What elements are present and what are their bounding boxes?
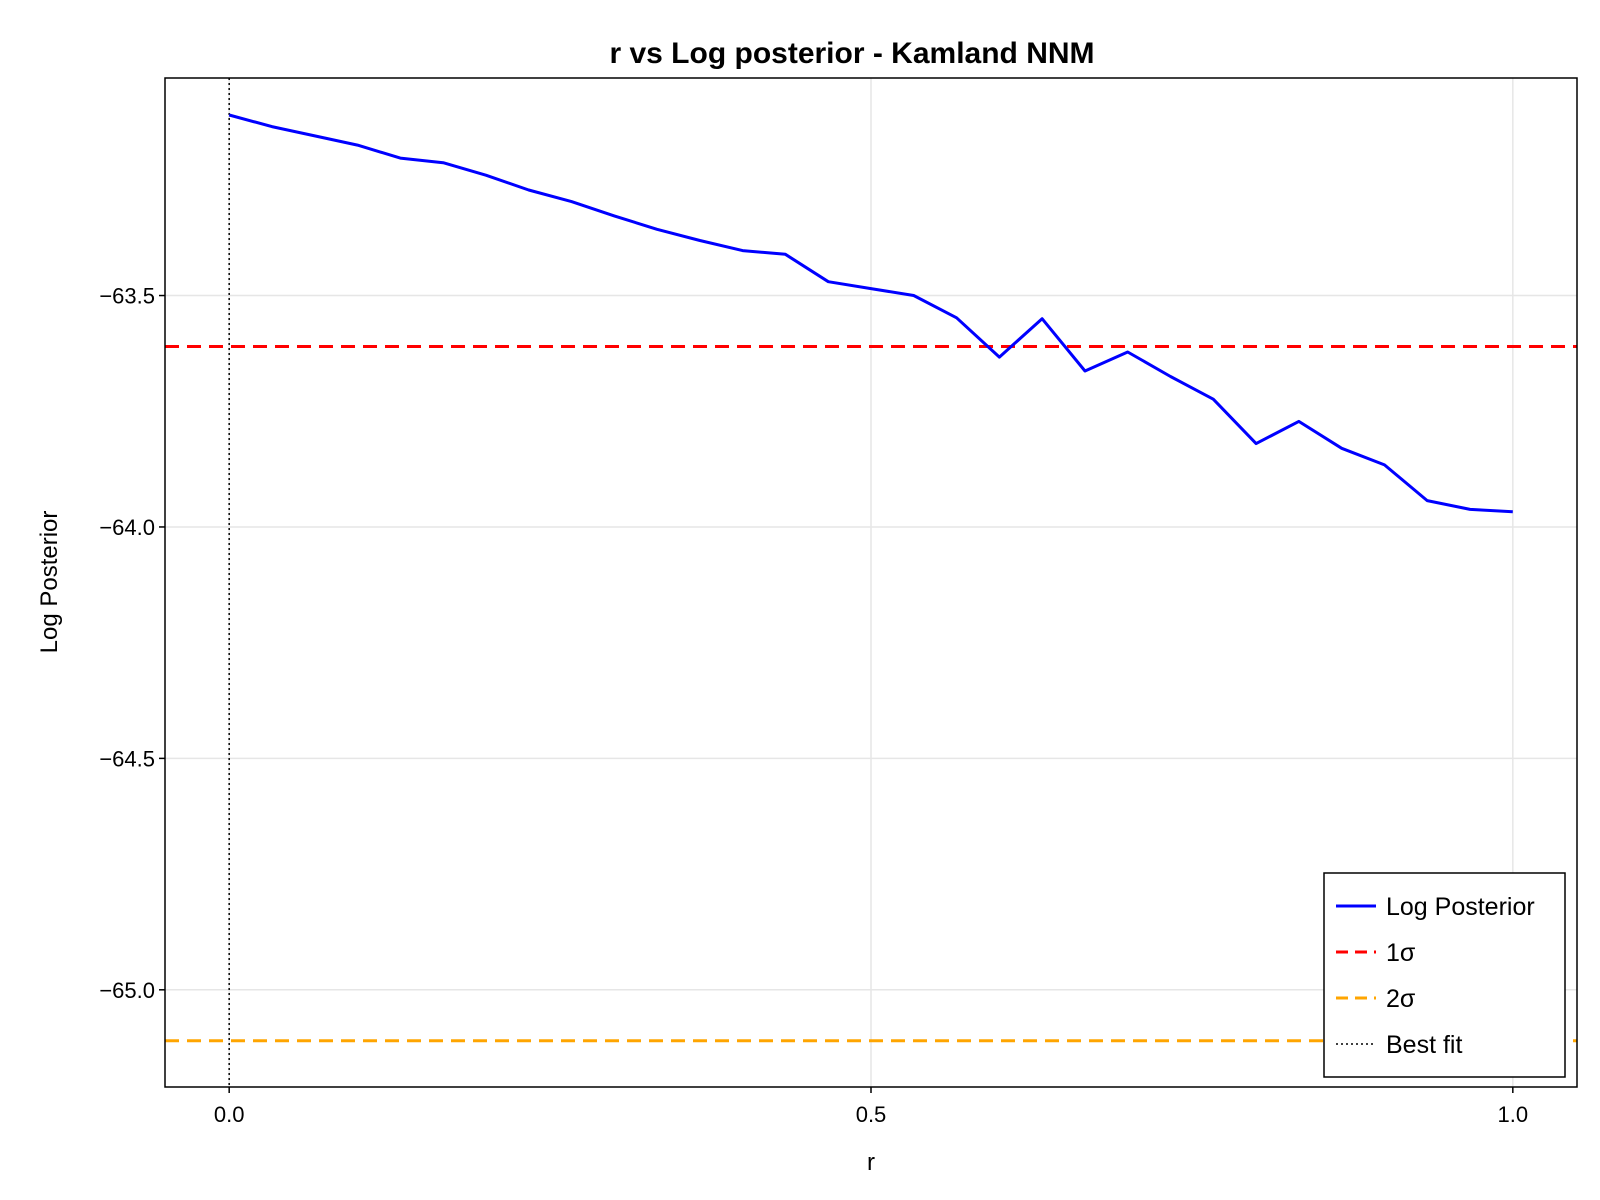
x-tick-label: 0.5 <box>856 1102 887 1127</box>
legend-label: Best fit <box>1386 1031 1462 1059</box>
x-axis-ticks: 0.0 0.5 1.0 <box>214 1087 1528 1127</box>
y-axis-ticks: −63.5 −64.0 −64.5 −65.0 <box>99 284 165 1003</box>
x-axis-label: r <box>867 1149 875 1176</box>
legend-label: Log Posterior <box>1386 893 1535 921</box>
y-axis-label: Log Posterior <box>36 511 63 654</box>
chart-title: r vs Log posterior - Kamland NNM <box>609 37 1094 70</box>
y-tick-label: −63.5 <box>99 284 155 309</box>
y-tick-label: −64.0 <box>99 515 155 540</box>
legend-label: 2σ <box>1386 985 1416 1013</box>
x-tick-label: 1.0 <box>1498 1102 1529 1127</box>
y-tick-label: −65.0 <box>99 978 155 1003</box>
series-line <box>228 113 1513 514</box>
y-tick-label: −64.5 <box>99 746 155 771</box>
series-lines <box>228 113 1513 514</box>
legend: Log Posterior 1σ 2σ Best fit <box>1323 872 1566 1078</box>
legend-label: 1σ <box>1386 939 1416 967</box>
x-tick-label: 0.0 <box>214 1102 245 1127</box>
